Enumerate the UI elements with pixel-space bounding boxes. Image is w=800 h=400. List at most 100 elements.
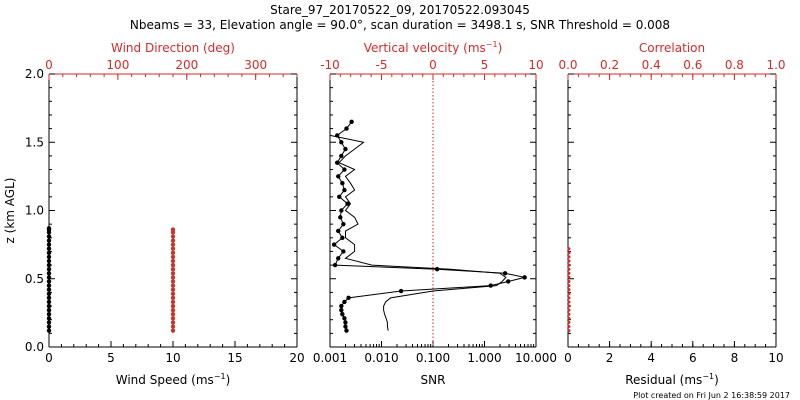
x-axis-label-residual-sup: −1 (702, 372, 714, 381)
wind-speed-point (46, 312, 52, 317)
wind-speed-point (46, 250, 52, 256)
vertical-velocity-point (349, 119, 354, 124)
residual-point (567, 275, 571, 279)
wind-direction-point (170, 291, 176, 296)
residual-point (567, 316, 571, 320)
y-axis-label: z (km AGL) (3, 178, 17, 244)
wind-direction-point (170, 271, 176, 276)
x-tick-label: 10 (165, 351, 180, 365)
wind-direction-point (170, 262, 176, 268)
x-tick-label: 0.010 (364, 351, 398, 365)
residual-point (567, 296, 571, 300)
figure-title-line2: Nbeams = 33, Elevation angle = 90.0°, sc… (130, 18, 670, 32)
wind-direction-point (170, 312, 176, 317)
wind-direction-point (170, 234, 176, 239)
x-axis-label-residual: Residual (ms−1) (625, 372, 719, 387)
vertical-velocity-point (344, 126, 349, 131)
wind-direction-point (170, 258, 176, 264)
vertical-velocity-line (333, 121, 525, 331)
x-tick-label: 0.8 (725, 58, 744, 72)
residual-point (567, 263, 571, 267)
x-axis-label-wind-speed: Wind Speed (ms−1) (116, 372, 231, 387)
x-tick-label: -5 (376, 58, 388, 72)
wind-speed-point (46, 295, 52, 301)
x-tick-label: 1.000 (467, 351, 501, 365)
residual-point (567, 325, 571, 329)
x2-axis-label-vertical-velocity-end: ) (498, 41, 503, 55)
x-tick-label: 0 (45, 351, 53, 365)
wind-speed-point (46, 266, 52, 272)
x-tick-label: 0.2 (600, 58, 619, 72)
wind-direction-point (170, 242, 176, 247)
x-tick-label: 2 (606, 351, 614, 365)
wind-speed-point (46, 279, 52, 284)
panel-residual-correlation: 0 2 4 6 8 10 0.0 0.2 0.4 0.6 0.8 1.0 Residual (ms−1)… (558, 41, 785, 387)
x-tick-label: -10 (320, 58, 340, 72)
vertical-velocity-point (336, 228, 341, 234)
vertical-velocity-point (341, 221, 346, 227)
wind-direction-point (170, 299, 176, 305)
vertical-velocity-point (343, 324, 348, 329)
vertical-velocity-point (502, 271, 508, 276)
wind-speed-point (46, 238, 52, 243)
vertical-velocity-point (336, 256, 341, 261)
vertical-velocity-point (343, 320, 348, 325)
wind-speed-point (46, 320, 52, 325)
vertical-velocity-point (522, 275, 527, 280)
wind-speed-point (46, 271, 52, 276)
wind-speed-point (46, 299, 52, 305)
vertical-velocity-point (338, 215, 343, 220)
x-tick-label: 15 (227, 351, 242, 365)
vertical-velocity-point (398, 288, 404, 294)
vertical-velocity-point (339, 307, 344, 313)
vertical-velocity-point (339, 140, 344, 145)
residual-point (567, 271, 571, 275)
y-tick-label: 2.0 (25, 67, 44, 81)
x-tick-label: 0 (564, 351, 572, 365)
wind-direction-point (170, 266, 176, 272)
vertical-velocity-point (335, 133, 340, 138)
vertical-velocity-point (340, 312, 345, 317)
wind-direction-point (170, 328, 176, 333)
wind-speed-point (46, 307, 52, 313)
vertical-velocity-point (341, 249, 346, 254)
x-tick-label: 5 (481, 58, 489, 72)
residual-point (567, 251, 571, 255)
y-tick-label: 1.5 (25, 135, 44, 149)
wind-speed-point (46, 275, 52, 280)
x-tick-label: 200 (175, 58, 198, 72)
vertical-velocity-point (342, 316, 347, 321)
wind-direction-point (170, 324, 176, 329)
figure-title-line1: Stare_97_20170522_09, 20170522.093045 (270, 3, 530, 17)
wind-speed-point (46, 328, 52, 333)
vertical-velocity-point (337, 194, 342, 200)
vertical-velocity-point (344, 328, 349, 333)
plot-created-footer: Plot created on Fri Jun 2 16:38:59 2017 (633, 391, 790, 400)
x2-axis-label-vertical-velocity-sup: −1 (486, 40, 498, 49)
x-tick-label: 0.001 (313, 351, 347, 365)
wind-direction-point (170, 320, 176, 325)
wind-direction-point (170, 287, 176, 292)
residual-point (567, 329, 571, 333)
residual-point (567, 288, 571, 292)
vertical-velocity-point (342, 299, 347, 305)
x2-axis-label-vertical-velocity-main: Vertical velocity (ms (364, 41, 486, 55)
wind-direction-point (170, 227, 176, 232)
y-tick-label: 0.0 (25, 340, 44, 354)
wind-direction-point (170, 316, 176, 321)
x-tick-label: 10 (768, 351, 783, 365)
wind-direction-point (170, 283, 176, 288)
x2-axis-label-vertical-velocity: Vertical velocity (ms−1) (364, 40, 503, 55)
vertical-velocity-point (346, 295, 351, 301)
x-axis-label-snr: SNR (421, 373, 446, 387)
residual-point (567, 267, 571, 271)
x-axis-label-residual-main: Residual (ms (625, 373, 702, 387)
x-tick-label: 0.6 (683, 58, 702, 72)
wind-direction-point (170, 250, 176, 256)
x-tick-label: 300 (244, 58, 267, 72)
vertical-velocity-point (340, 181, 345, 186)
x-axis-label-wind-speed-main: Wind Speed (ms (116, 373, 214, 387)
vertical-velocity-point (335, 160, 340, 165)
x-tick-label: 10 (528, 58, 543, 72)
